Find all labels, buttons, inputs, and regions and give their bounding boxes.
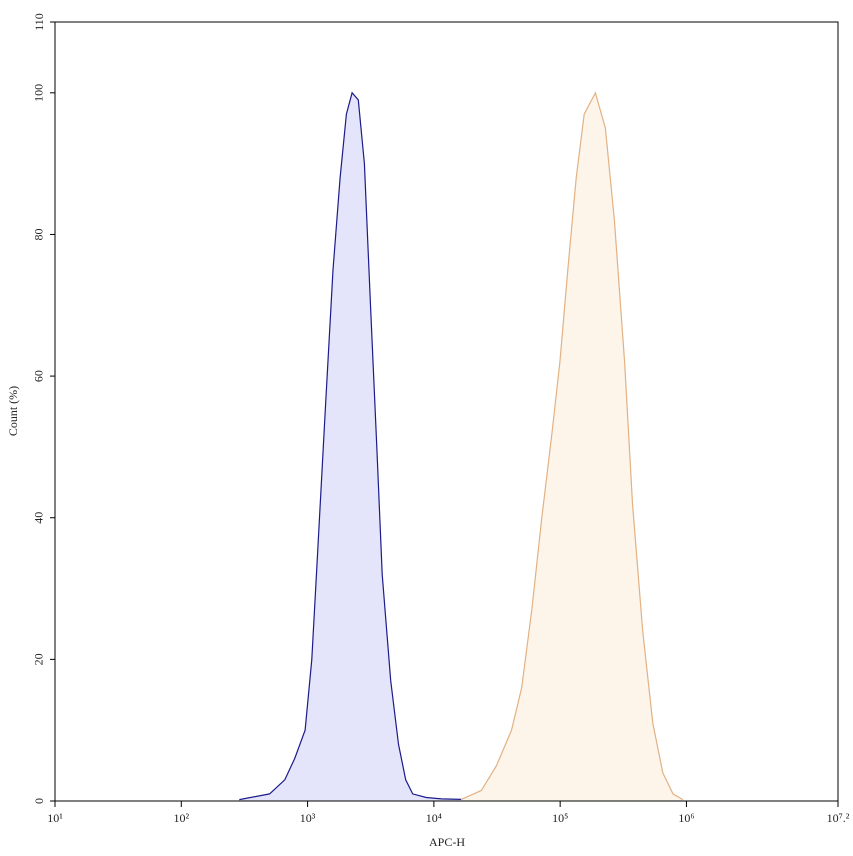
y-tick-label: 20: [32, 653, 46, 665]
x-tick-label: 10³: [300, 811, 316, 825]
y-tick-label: 100: [32, 84, 46, 102]
y-axis-title: Count (%): [6, 386, 20, 436]
x-tick-label: 10¹: [47, 811, 63, 825]
area-fill: [239, 92, 523, 802]
x-axis-title: APC-H: [429, 835, 465, 849]
y-tick-label: 0: [32, 798, 46, 804]
histogram-line: [239, 91, 523, 801]
x-tick-label: 10²: [173, 811, 189, 825]
y-tick-label: 80: [32, 228, 46, 240]
y-tick-label: 40: [32, 512, 46, 524]
x-tick-label: 10⁷.²: [827, 811, 850, 825]
plot-frame: [54, 21, 839, 802]
area-fill: [461, 92, 683, 802]
histogram-line: [460, 91, 684, 801]
x-tick-label: 10⁴: [426, 811, 442, 825]
y-tick-label: 60: [32, 370, 46, 382]
x-tick-label: 10⁶: [678, 811, 694, 825]
y-tick-label: 110: [32, 13, 46, 31]
x-tick-label: 10⁵: [552, 811, 568, 825]
